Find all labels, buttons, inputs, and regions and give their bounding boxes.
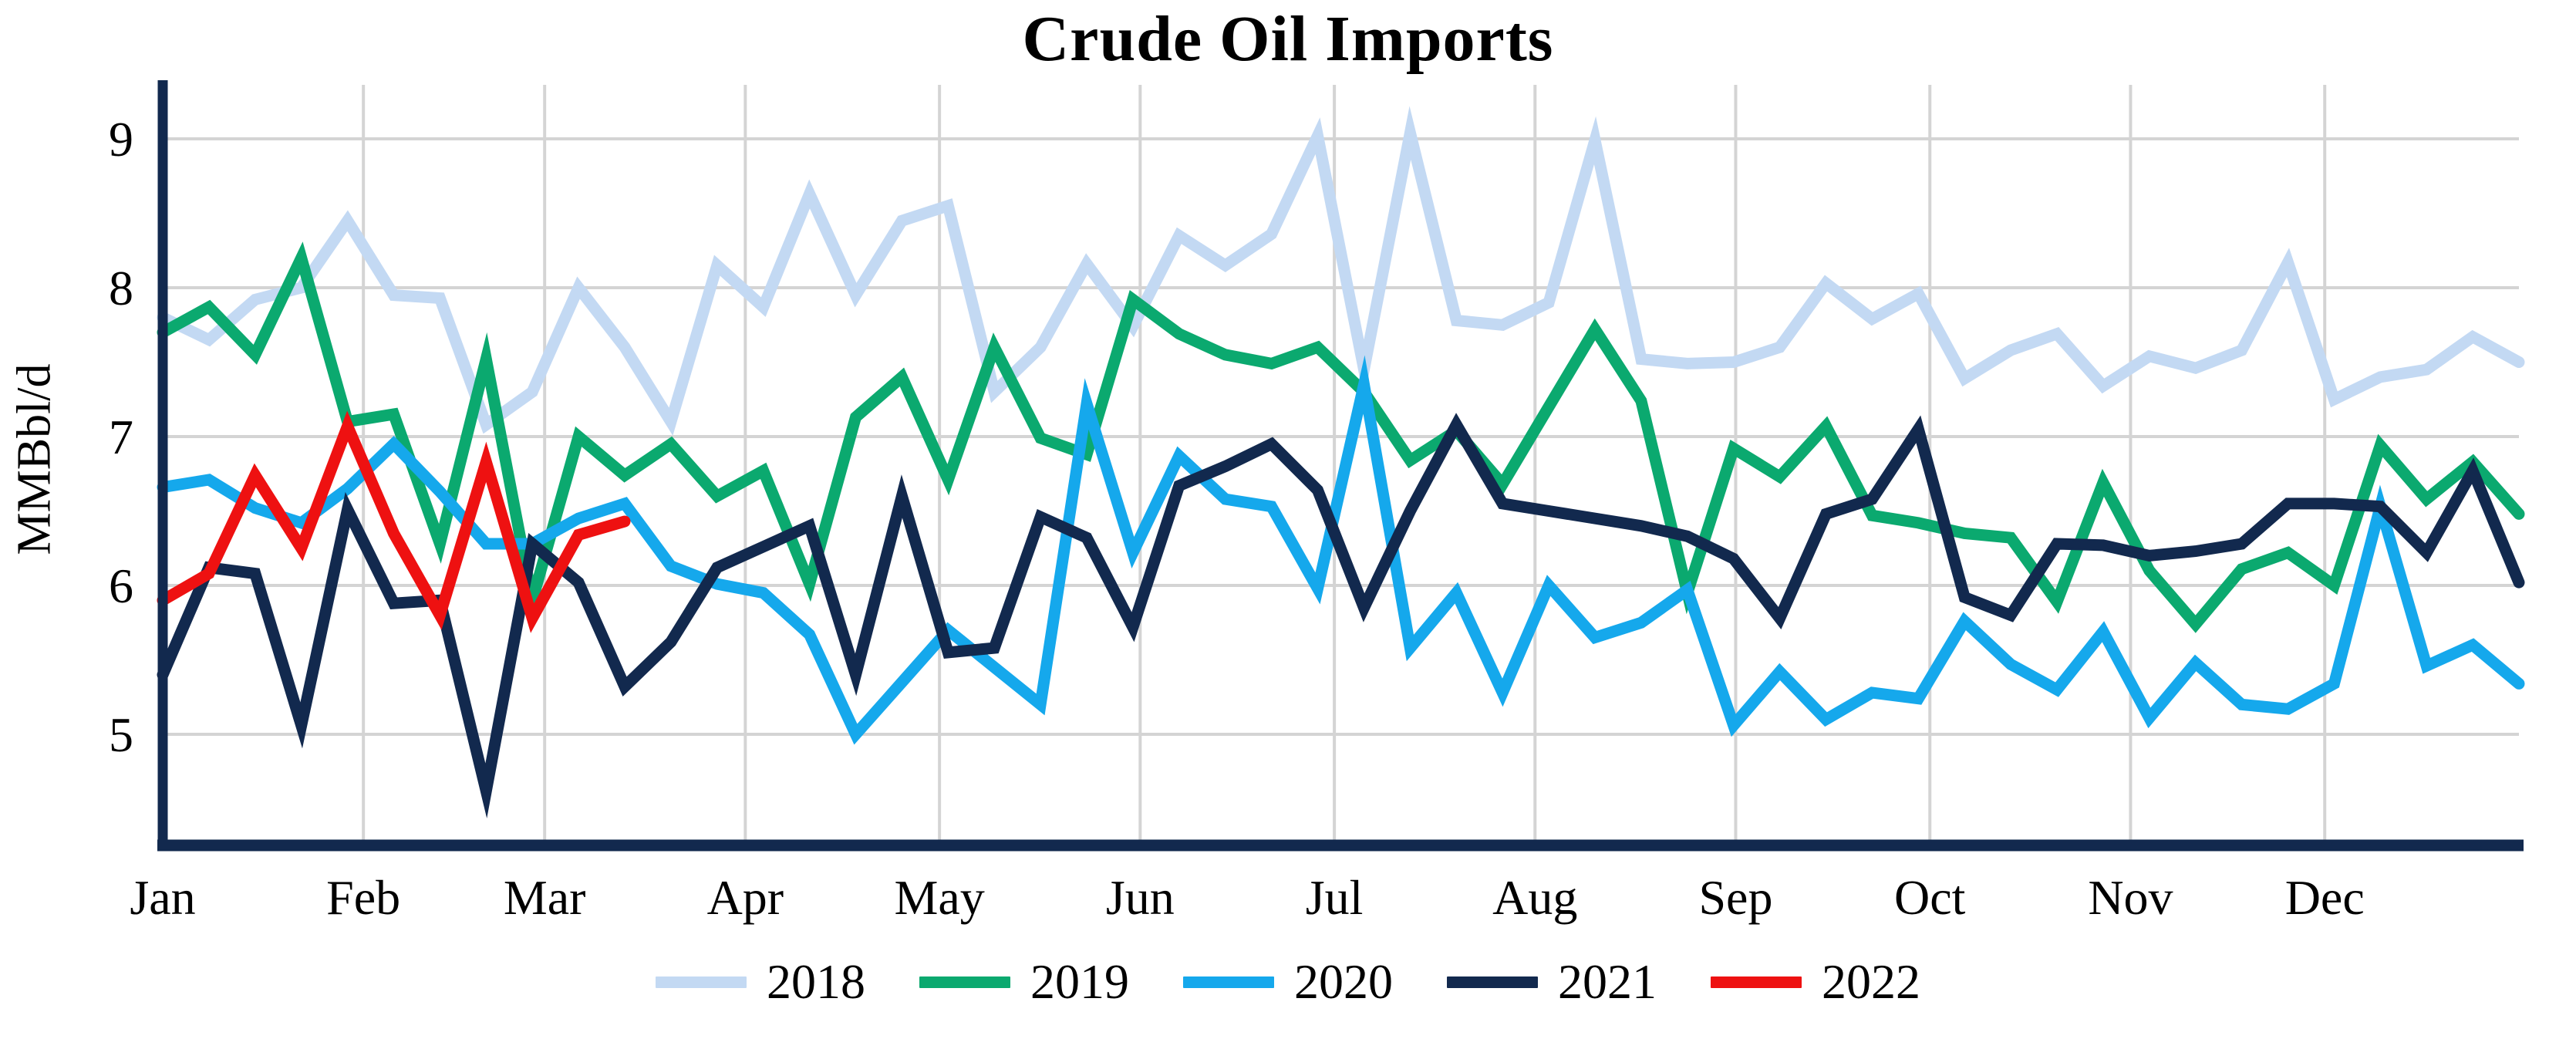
x-month-label-Feb: Feb xyxy=(326,870,400,925)
series-line-2020 xyxy=(157,355,2525,745)
x-month-label-Oct: Oct xyxy=(1894,870,1966,925)
x-month-labels: Jan Feb Mar Apr May Jun Jul Aug Sep Oct Nov Dec xyxy=(130,870,2364,925)
x-month-label-Jul: Jul xyxy=(1306,870,1364,925)
x-month-label-Dec: Dec xyxy=(2285,870,2365,925)
legend-swatch-2018 xyxy=(656,976,747,988)
y-tick-label-8: 8 xyxy=(109,261,133,315)
legend-label-2022: 2022 xyxy=(1822,954,1920,1009)
legend-item-2018: 2018 xyxy=(656,957,865,1007)
x-month-label-Mar: Mar xyxy=(504,870,586,925)
x-month-label-Nov: Nov xyxy=(2088,870,2173,925)
y-tick-label-7: 7 xyxy=(109,410,133,464)
legend-item-2020: 2020 xyxy=(1183,957,1393,1007)
series-line-2019 xyxy=(157,241,2525,633)
axes xyxy=(157,80,2524,852)
legend-item-2019: 2019 xyxy=(919,957,1129,1007)
legend-swatch-2022 xyxy=(1711,976,1802,988)
legend-label-2018: 2018 xyxy=(767,954,865,1009)
series-lines xyxy=(157,106,2525,819)
y-tick-label-9: 9 xyxy=(109,112,133,167)
legend-swatch-2020 xyxy=(1183,976,1274,988)
chart-title: Crude Oil Imports xyxy=(1022,3,1554,75)
series-line-2022 xyxy=(157,410,631,633)
x-month-label-Aug: Aug xyxy=(1492,870,1577,925)
legend-item-2022: 2022 xyxy=(1711,957,1920,1007)
series-line-2021 xyxy=(157,413,2525,819)
legend-swatch-2021 xyxy=(1447,976,1538,988)
y-tick-label-6: 6 xyxy=(109,558,133,613)
legend: 2018 2019 2020 2021 2022 xyxy=(0,947,2576,1017)
series-line-2018 xyxy=(157,106,2525,436)
legend-label-2019: 2019 xyxy=(1030,954,1129,1009)
legend-swatch-2019 xyxy=(919,976,1010,988)
y-tick-label-5: 5 xyxy=(109,707,133,762)
y-tick-labels: 9 8 7 6 5 xyxy=(109,112,133,762)
x-month-label-Jan: Jan xyxy=(130,870,195,925)
legend-label-2021: 2021 xyxy=(1558,954,1657,1009)
legend-label-2020: 2020 xyxy=(1294,954,1393,1009)
x-month-label-Apr: Apr xyxy=(707,870,784,925)
x-month-label-Jun: Jun xyxy=(1106,870,1175,925)
x-month-label-Sep: Sep xyxy=(1698,870,1772,925)
x-month-label-May: May xyxy=(894,870,984,925)
legend-item-2021: 2021 xyxy=(1447,957,1657,1007)
